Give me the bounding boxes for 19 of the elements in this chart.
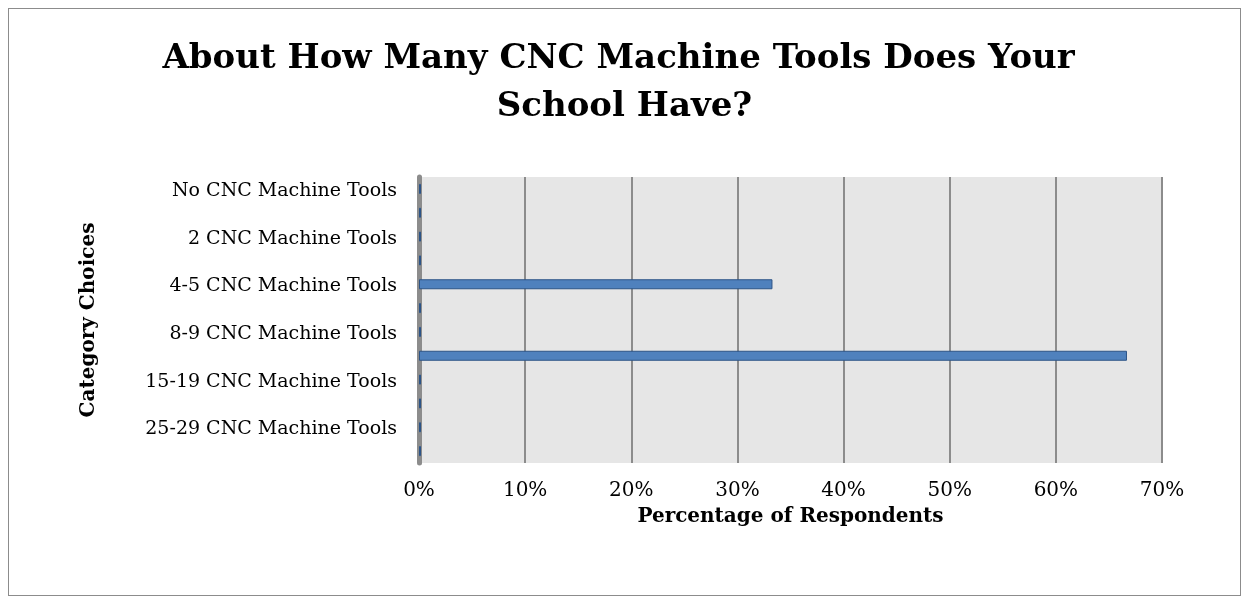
bar	[419, 350, 1127, 361]
x-tick-label: 20%	[609, 477, 654, 501]
bar	[419, 279, 773, 290]
y-tick-label: No CNC Machine Tools	[171, 177, 397, 200]
y-tick-label: 15-19 CNC Machine Tools	[145, 368, 397, 391]
x-tick-label: 50%	[927, 477, 972, 501]
y-tick-label: 2 CNC Machine Tools	[187, 225, 397, 248]
y-axis-title: Category Choices	[75, 222, 99, 418]
x-axis-title: Percentage of Respondents	[637, 503, 944, 527]
x-tick-label: 30%	[715, 477, 760, 501]
x-tick-label: 70%	[1139, 477, 1185, 501]
x-tick-label: 40%	[821, 477, 866, 501]
y-tick-label: 8-9 CNC Machine Tools	[169, 320, 397, 343]
x-tick-label: 0%	[403, 477, 435, 501]
chart-title: About How Many CNC Machine Tools Does Your School Have?	[161, 36, 1087, 124]
x-tick-label: 60%	[1033, 477, 1079, 501]
y-tick-label: 4-5 CNC Machine Tools	[169, 273, 397, 296]
y-tick-label: 25-29 CNC Machine Tools	[145, 416, 397, 439]
x-tick-label: 10%	[502, 477, 548, 501]
